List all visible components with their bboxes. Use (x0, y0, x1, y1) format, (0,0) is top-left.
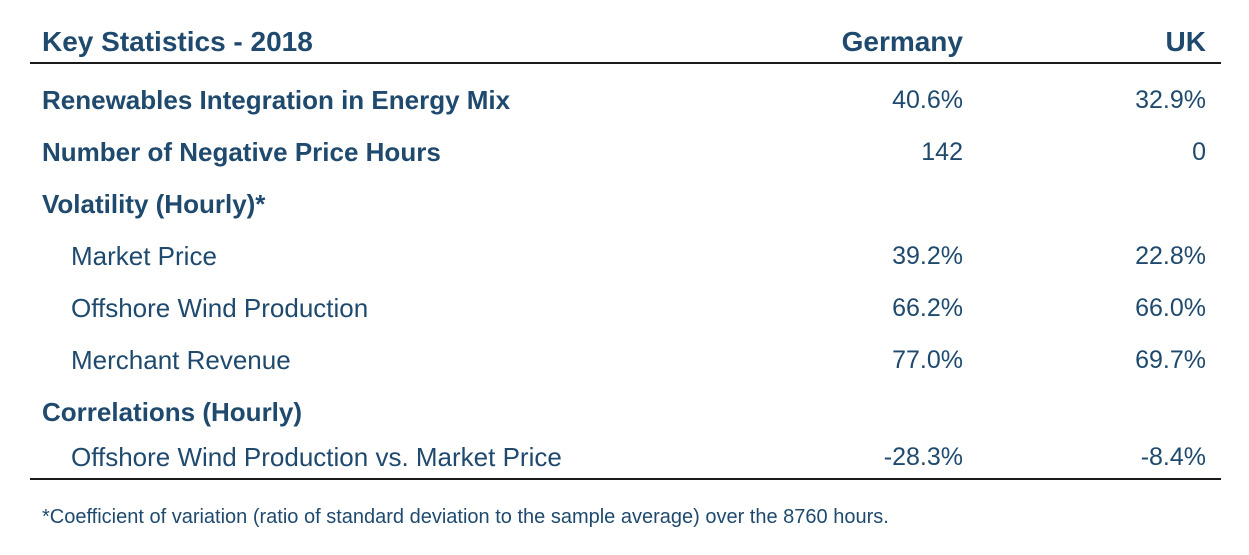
cell-uk: 66.0% (1135, 294, 1206, 322)
table-row: Merchant Revenue 77.0% 69.7% (30, 334, 1221, 386)
cell-uk: 69.7% (1135, 346, 1206, 374)
table-body: Renewables Integration in Energy Mix 40.6… (30, 64, 1221, 480)
key-statistics-table: Key Statistics - 2018 Germany UK Renewab… (30, 22, 1221, 480)
cell-uk: -8.4% (1140, 443, 1206, 471)
table-row: Offshore Wind Production 66.2% 66.0% (30, 282, 1221, 334)
cell-uk: 22.8% (1135, 242, 1206, 270)
table-title: Key Statistics - 2018 (42, 26, 313, 57)
cell-germany: 39.2% (892, 242, 963, 270)
cell-germany: 40.6% (892, 86, 963, 114)
cell-germany: -28.3% (883, 443, 963, 471)
table-row: Volatility (Hourly)* (30, 178, 1221, 230)
row-label: Offshore Wind Production (71, 293, 369, 323)
cell-germany: 66.2% (892, 294, 963, 322)
row-label: Volatility (Hourly)* (42, 189, 266, 219)
row-label: Merchant Revenue (71, 345, 291, 375)
row-label: Correlations (Hourly) (42, 397, 303, 427)
row-label: Number of Negative Price Hours (42, 137, 441, 167)
column-header-germany: Germany (841, 26, 963, 57)
table-row: Correlations (Hourly) (30, 386, 1221, 438)
row-label: Renewables Integration in Energy Mix (42, 85, 511, 115)
table-row: Market Price 39.2% 22.8% (30, 230, 1221, 282)
cell-uk: 0 (1192, 138, 1206, 166)
row-label: Market Price (71, 241, 217, 271)
cell-germany: 142 (921, 138, 963, 166)
table-row: Number of Negative Price Hours 142 0 (30, 126, 1221, 178)
row-label: Offshore Wind Production vs. Market Pric… (71, 442, 562, 472)
table-footnote: *Coefficient of variation (ratio of stan… (42, 506, 889, 528)
column-header-uk: UK (1165, 26, 1206, 57)
cell-uk: 32.9% (1135, 86, 1206, 114)
table-row: Renewables Integration in Energy Mix 40.6… (30, 74, 1221, 126)
table-header-row: Key Statistics - 2018 Germany UK (30, 22, 1221, 64)
table-row: Offshore Wind Production vs. Market Pric… (30, 438, 1221, 478)
cell-germany: 77.0% (892, 346, 963, 374)
